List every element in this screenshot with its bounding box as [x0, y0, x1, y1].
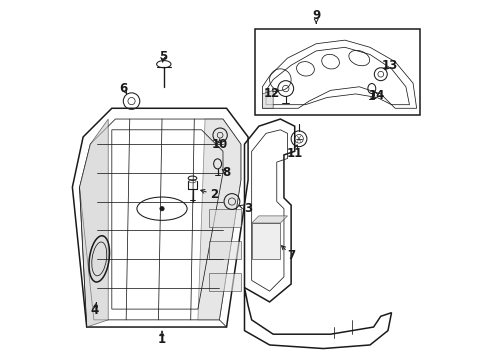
Text: 12: 12 [263, 87, 279, 100]
Circle shape [160, 207, 164, 211]
Text: 11: 11 [286, 147, 302, 159]
Text: 4: 4 [91, 305, 99, 318]
Text: 10: 10 [211, 138, 227, 150]
Text: 8: 8 [222, 166, 230, 179]
Polygon shape [208, 209, 241, 226]
Polygon shape [198, 119, 241, 320]
Polygon shape [262, 90, 273, 108]
Text: 9: 9 [311, 9, 320, 22]
Polygon shape [251, 216, 287, 223]
Polygon shape [80, 119, 108, 327]
Text: 14: 14 [367, 89, 384, 102]
Polygon shape [208, 241, 241, 259]
Text: 6: 6 [119, 82, 127, 95]
Text: 2: 2 [209, 188, 218, 201]
Polygon shape [251, 223, 280, 259]
Polygon shape [208, 273, 241, 291]
Text: 7: 7 [286, 249, 295, 262]
Text: 5: 5 [158, 50, 166, 63]
Text: 1: 1 [158, 333, 166, 346]
Bar [255, 30, 419, 116]
Text: 3: 3 [244, 202, 252, 215]
Text: 13: 13 [381, 59, 397, 72]
